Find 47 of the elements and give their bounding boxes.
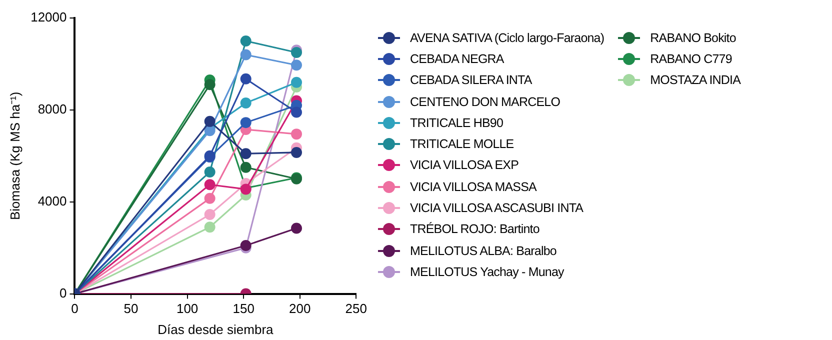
point <box>204 179 216 190</box>
legend-label: RABANO Bokito <box>650 30 736 45</box>
point <box>240 98 252 109</box>
legend-label: RABANO C779 <box>650 52 732 66</box>
point <box>240 73 252 84</box>
point <box>204 166 216 178</box>
point <box>204 79 216 90</box>
point <box>240 35 252 46</box>
point <box>204 192 216 204</box>
y-axis-title: Biomasa (Kg MS ha⁻¹) <box>7 92 22 220</box>
point <box>240 117 252 128</box>
point <box>290 76 302 88</box>
x-tick-label: 0 <box>71 301 78 316</box>
point <box>204 116 216 127</box>
legend-label: AVENA SATIVA (Ciclo largo-Faraona) <box>410 30 604 45</box>
point <box>290 106 302 118</box>
legend-label: CEBADA SILERA INTA <box>410 73 532 88</box>
legend-label: TRITICALE HB90 <box>410 116 504 130</box>
point <box>240 148 252 160</box>
y-tick-label: 8000 <box>38 102 67 117</box>
legend-label: VICIA VILLOSA ASCASUBI INTA <box>410 201 584 216</box>
legend-label: VICIA VILLOSA EXP <box>410 158 519 172</box>
point <box>204 222 216 233</box>
y-tick-label: 4000 <box>38 193 67 208</box>
legend-label: TRITICALE MOLLE <box>410 137 514 152</box>
point <box>290 128 302 140</box>
point <box>204 209 216 220</box>
legend-label: MELILOTUS ALBA: Baralbo <box>410 244 556 258</box>
legend-label: VICIA VILLOSA MASSA <box>410 180 536 194</box>
x-tick-label: 200 <box>289 301 311 316</box>
x-tick-label: 50 <box>124 301 138 316</box>
point <box>290 222 302 234</box>
point <box>290 60 302 71</box>
point <box>240 49 252 60</box>
y-tick-label: 12000 <box>30 10 67 25</box>
x-tick-label: 250 <box>345 301 368 316</box>
legend-label: CEBADA NEGRA <box>410 52 504 66</box>
y-tick-label: 0 <box>60 285 67 300</box>
point <box>290 146 302 158</box>
legend-label: CENTENO DON MARCELO <box>410 94 560 109</box>
legend-label: MELILOTUS Yachay - Munay <box>410 264 564 279</box>
legend-label: MOSTAZA INDIA <box>650 73 741 88</box>
x-tick-label: 150 <box>232 301 254 316</box>
x-tick-label: 100 <box>176 301 198 316</box>
x-axis-title: Días desde siembra <box>158 322 274 337</box>
point <box>240 162 252 173</box>
legend-label: TRÉBOL ROJO: Bartinto <box>410 222 540 236</box>
